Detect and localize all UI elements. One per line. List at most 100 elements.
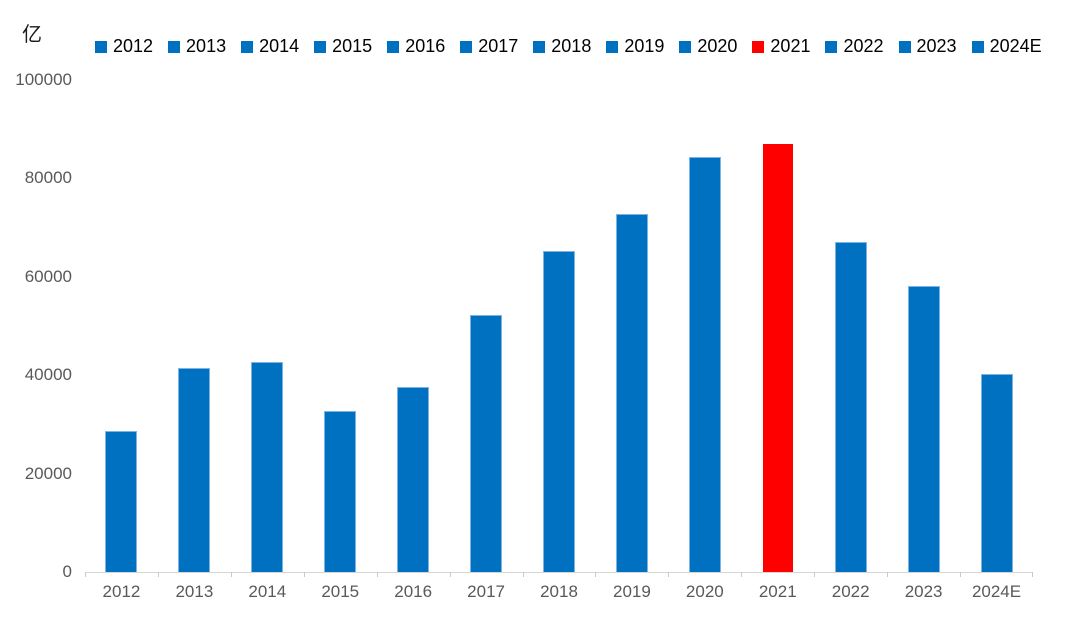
legend-swatch-icon [825,40,838,53]
plot-area [85,80,1033,577]
legend-item-2015: 2015 [314,36,372,57]
bar-2024E [980,374,1013,572]
legend-item-2014: 2014 [241,36,299,57]
bar-slot-2024E [960,80,1033,572]
legend-swatch-icon [314,40,327,53]
legend-item-2022: 2022 [825,36,884,57]
x-axis-tick [960,572,962,577]
bar-slot-2020 [668,80,741,572]
x-tick-label-2023: 2023 [904,582,943,601]
legend-label: 2016 [405,36,446,56]
x-axis-tick [1032,572,1033,577]
legend-swatch-icon [898,40,911,53]
legend-label: 2012 [113,36,154,56]
legend-swatch-icon [971,40,984,53]
x-axis-tick [522,572,524,577]
bar-2022 [834,241,867,572]
y-tick-label-80000: 80000 [24,168,72,188]
legend-label: 2018 [551,36,592,56]
x-tick-label-2012: 2012 [102,582,141,601]
x-axis-tick [303,572,305,577]
legend-label: 2017 [478,36,519,56]
bar-2021 [762,143,793,572]
legend-item-2018: 2018 [533,36,591,57]
bar-2016 [397,387,430,572]
x-axis-tick [449,572,451,577]
bar-2019 [615,214,648,572]
y-tick-label-100000: 100000 [15,70,72,89]
legend-label: 2024E [989,36,1042,56]
bar-slot-2023 [887,80,960,572]
x-axis-tick [230,572,232,577]
legend-swatch-icon [533,40,546,53]
legend-label: 2023 [916,36,957,56]
legend-swatch-icon [460,40,473,53]
x-axis-tick [85,572,86,577]
bar-2013 [178,368,211,572]
bar-2014 [251,361,284,572]
bar-slot-2022 [814,80,887,572]
x-tick-label-2019: 2019 [613,582,651,601]
x-tick-label-2016: 2016 [394,582,433,601]
legend-label: 2021 [770,36,811,56]
y-tick-label-60000: 60000 [24,266,72,286]
legend-label: 2015 [332,36,373,56]
bar-slot-2021 [741,80,814,572]
legend-swatch-icon [168,40,181,53]
legend-item-2017: 2017 [460,36,518,57]
bar-slot-2017 [450,80,523,572]
bar-slot-2013 [158,80,231,572]
legend-label: 2020 [697,36,738,56]
legend-swatch-icon [95,40,107,53]
bar-series [85,80,1033,572]
x-tick-label-2018: 2018 [540,582,578,601]
legend-label: 2014 [259,36,300,56]
legend-label: 2019 [624,36,665,56]
x-axis-tick [887,572,889,577]
bar-slot-2016 [377,80,450,572]
x-axis-tick [595,572,597,577]
x-tick-label-2022: 2022 [831,582,870,601]
bar-slot-2018 [523,80,596,572]
x-axis-tick [157,572,159,577]
y-tick-label-40000: 40000 [24,365,72,385]
legend-label: 2022 [843,36,884,56]
legend-item-2019: 2019 [606,36,664,57]
x-axis-tick [376,572,378,577]
x-tick-label-2021: 2021 [758,582,797,601]
x-tick-label-2020: 2020 [685,582,724,601]
x-tick-label-2015: 2015 [321,582,360,601]
bar-2023 [907,285,940,572]
legend-swatch-icon [606,40,619,53]
bar-2012 [105,430,138,572]
legend-label: 2013 [186,36,227,56]
x-tick-label-2013: 2013 [175,582,214,601]
bar-2018 [542,251,575,572]
legend-item-2016: 2016 [387,36,445,57]
bar-slot-2012 [85,80,158,572]
y-axis-unit-label: 亿 [22,24,42,46]
x-tick-label-2014: 2014 [248,582,287,601]
legend-item-2020: 2020 [679,36,737,57]
y-tick-label-0: 0 [62,562,72,581]
legend-swatch-icon [387,40,400,53]
bar-2017 [470,315,503,572]
legend-item-2013: 2013 [168,36,226,57]
x-tick-label-2017: 2017 [467,582,505,601]
bar-2015 [324,411,357,572]
x-axis-tick [668,572,670,577]
legend-item-2024E: 2024E [971,36,1042,57]
legend-item-2012: 2012 [95,36,153,57]
bar-slot-2015 [304,80,377,572]
x-axis: 2012 2013 2014 2015 2016 2017 2018 2019 2020 2021… [85,582,1033,602]
bar-slot-2019 [595,80,668,572]
legend-swatch-icon [752,40,765,53]
y-tick-label-20000: 20000 [24,463,72,483]
legend-swatch-icon [679,40,692,53]
x-tick-label-2024E: 2024E [971,582,1022,601]
legend-item-2023: 2023 [898,36,957,57]
legend-swatch-icon [241,40,254,53]
bar-2020 [688,157,721,572]
chart-legend: 2012 2013 2014 2015 2016 2017 2018 2019 2020 2021… [95,36,1042,57]
